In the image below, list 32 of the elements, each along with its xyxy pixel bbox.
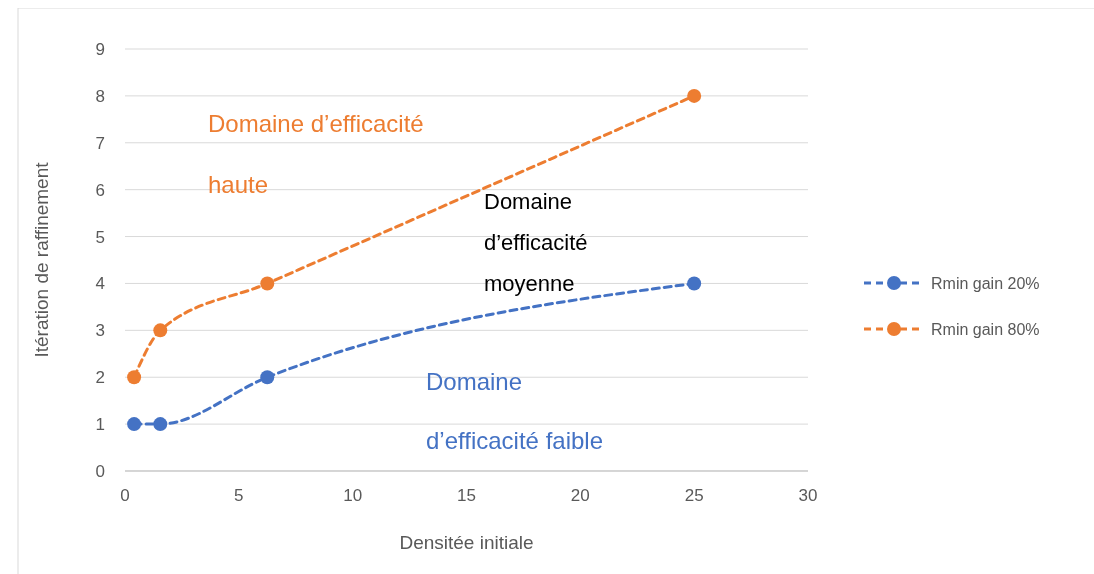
- y-tick-label: 6: [95, 180, 105, 200]
- y-tick-label: 9: [95, 39, 105, 59]
- y-tick-label: 4: [95, 274, 105, 294]
- x-tick-label: 0: [120, 486, 130, 505]
- point: [260, 370, 275, 385]
- y-tick-label: 5: [95, 227, 105, 247]
- point: [260, 276, 275, 291]
- point: [153, 323, 168, 338]
- y-tick-label: 8: [95, 86, 105, 106]
- legend-label: Rmin gain 80%: [931, 320, 1040, 338]
- y-tick-label: 2: [95, 368, 105, 388]
- point: [687, 88, 702, 103]
- x-tick-label: 25: [684, 486, 704, 505]
- x-axis-title: Densitée initiale: [399, 532, 534, 553]
- y-tick-label: 1: [95, 415, 105, 435]
- annotation: Domaine d’efficacité moyenne: [484, 188, 588, 296]
- x-tick-label: 15: [457, 486, 476, 505]
- point: [153, 417, 168, 432]
- x-tick-label: 20: [570, 486, 590, 505]
- x-tick-label: 5: [234, 486, 244, 505]
- text: Domaine d’efficacité haute: [208, 110, 424, 199]
- text: Domaine d’efficacité faible: [426, 368, 603, 455]
- y-tick-label: 0: [95, 461, 105, 481]
- legend-label: Rmin gain 20%: [931, 274, 1040, 292]
- point: [127, 370, 142, 385]
- y-tick-label: 3: [95, 321, 105, 341]
- point: [687, 276, 702, 291]
- point: [127, 417, 142, 432]
- y-axis-title: Itération de raffinement: [31, 161, 52, 358]
- x-tick-label: 10: [343, 486, 363, 505]
- y-tick-label: 7: [95, 133, 105, 153]
- x-tick-label: 30: [798, 486, 818, 505]
